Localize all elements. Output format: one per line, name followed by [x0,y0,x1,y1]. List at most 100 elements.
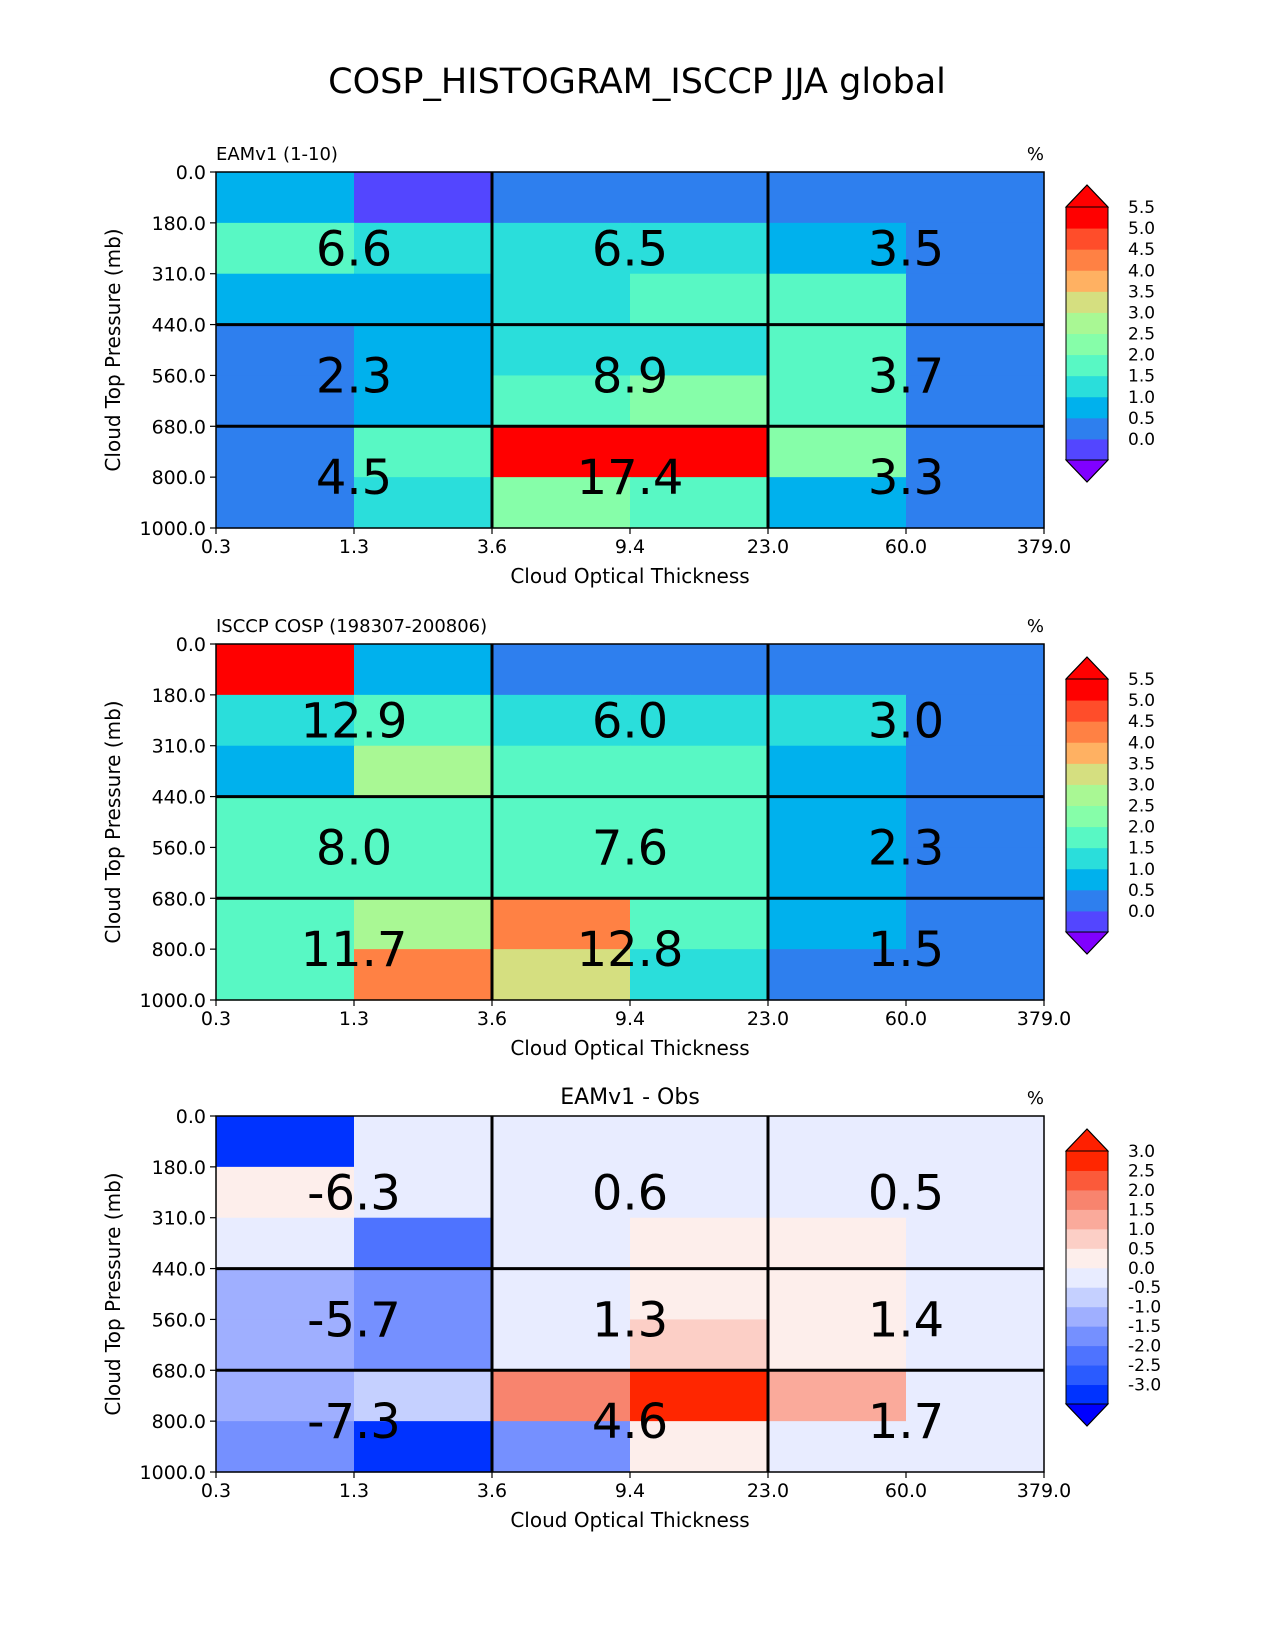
heatmap-cell [492,644,631,696]
heatmap-cell [768,1217,907,1270]
colorbar-segment [1066,721,1108,743]
colorbar-segment [1066,291,1108,313]
heatmap-cell [216,1421,355,1473]
heatmap-cell [906,324,1045,377]
colorbar-tick-label: 4.5 [1128,712,1155,732]
colorbar-extend-max [1064,656,1110,680]
heatmap-cell [906,898,1045,950]
x-axis-label: Cloud Optical Thickness [510,1508,749,1532]
colorbar-segment [1066,438,1108,461]
colorbar-segment [1066,1267,1108,1288]
heatmap-cell [768,847,907,899]
heatmap-cell [492,477,631,529]
group-total-label: 4.6 [592,1394,668,1450]
colorbar-tick-label: 1.0 [1128,1220,1155,1240]
heatmap-cell [630,273,769,326]
group-total-label: -5.7 [307,1292,401,1348]
x-tick-label: 0.3 [201,1008,231,1030]
group-total-label: 12.9 [301,693,408,749]
colorbar-tick-label: 0.0 [1128,430,1155,450]
heatmap-cell [768,1370,907,1422]
x-tick-label: 9.4 [615,1480,645,1502]
group-total-label: 1.3 [592,1292,668,1348]
heatmap-cell [630,1421,769,1473]
group-total-label: 1.7 [868,1394,944,1450]
heatmap-cell [354,644,493,696]
colorbar-segment [1066,1248,1108,1269]
heatmap-cell [630,1116,769,1168]
heatmap-cell [492,1421,631,1473]
x-tick-label: 379.0 [1017,536,1071,558]
colorbar-tick-label: -1.5 [1128,1317,1161,1337]
colorbar-segment [1066,228,1108,250]
heatmap-cell [354,375,493,427]
heatmap-cell [492,796,631,849]
colorbar-tick-label: -0.5 [1128,1278,1161,1298]
colorbar-segment [1066,1170,1108,1191]
heatmap-cell [906,273,1045,326]
colorbar-outline [1065,656,1109,955]
heatmap-cell [354,898,493,950]
heatmap-cell [492,273,631,326]
group-total-label: 8.9 [592,348,668,404]
colorbar-tick-label: 2.5 [1128,797,1155,817]
heatmap-cell [630,172,769,224]
heatmap-cell [906,1166,1045,1219]
heatmap-cell [768,477,907,529]
x-tick-label: 3.6 [477,1480,507,1502]
heatmap-cell [492,745,631,798]
heatmap-cell [630,796,769,849]
colorbar-segment [1066,1228,1108,1249]
group-total-label: 6.6 [316,221,392,277]
chart-panel-test: 6.6 6.5 3.5 2.3 8.9 3.7 4.5 17.4 3.3 0.3 1.3 3.6 9.4… [101,144,1155,588]
heatmap-cell [768,324,907,377]
heatmap-cell [354,1268,493,1321]
panel-units-label: % [1027,616,1044,637]
heatmap-cell [768,644,907,696]
x-tick-label: 1.3 [339,536,369,558]
colorbar-segment [1066,375,1108,398]
colorbar-segment [1066,805,1108,828]
colorbar-tick-label: 4.0 [1128,733,1155,753]
y-tick-label: 0.0 [176,634,206,656]
colorbar-tick-label: -3.0 [1128,1376,1161,1396]
heatmap-cell [216,694,355,747]
colorbar-segment [1066,763,1108,785]
colorbar-tick-label: 5.5 [1128,670,1155,690]
heatmap-cell [216,1217,355,1270]
heatmap-cell [906,847,1045,899]
colorbar-outline [1065,184,1109,483]
x-tick-label: 1.3 [339,1480,369,1502]
heatmap-cell [216,273,355,326]
heatmap-cell [768,273,907,326]
colorbar-extend-max [1064,1128,1110,1152]
heatmap-cell [216,745,355,798]
heatmap-cell [216,949,355,1001]
group-total-label: 1.5 [868,922,944,978]
colorbar-tick-label: 3.5 [1128,282,1155,302]
colorbar-extend-max [1064,184,1110,208]
heatmap-cell [630,324,769,377]
y-tick-label: 310.0 [152,1208,206,1230]
heatmap-cell [216,847,355,899]
colorbar-tick-label: 2.5 [1128,325,1155,345]
colorbar-tick-label: 2.0 [1128,346,1155,366]
heatmap-cell [354,1217,493,1270]
y-tick-label: 1000.0 [140,518,206,540]
y-tick-label: 800.0 [152,1411,206,1433]
heatmap-cell [768,426,907,478]
heatmap-cell [906,949,1045,1001]
y-tick-label: 680.0 [152,1360,206,1382]
colorbar-tick-label: 1.0 [1128,388,1155,408]
group-total-label: -7.3 [307,1394,401,1450]
x-tick-label: 23.0 [747,536,789,558]
y-tick-label: 680.0 [152,888,206,910]
colorbar-segment [1066,249,1108,271]
heatmap-cell [354,324,493,377]
colorbar: -3.0-2.5-2.0-1.5-1.0-0.50.00.51.01.52.02… [1064,1128,1161,1427]
colorbar-segment [1066,207,1108,229]
colorbar-segment [1066,1306,1108,1327]
colorbar-tick-label: 2.0 [1128,818,1155,838]
y-tick-label: 560.0 [152,1309,206,1331]
